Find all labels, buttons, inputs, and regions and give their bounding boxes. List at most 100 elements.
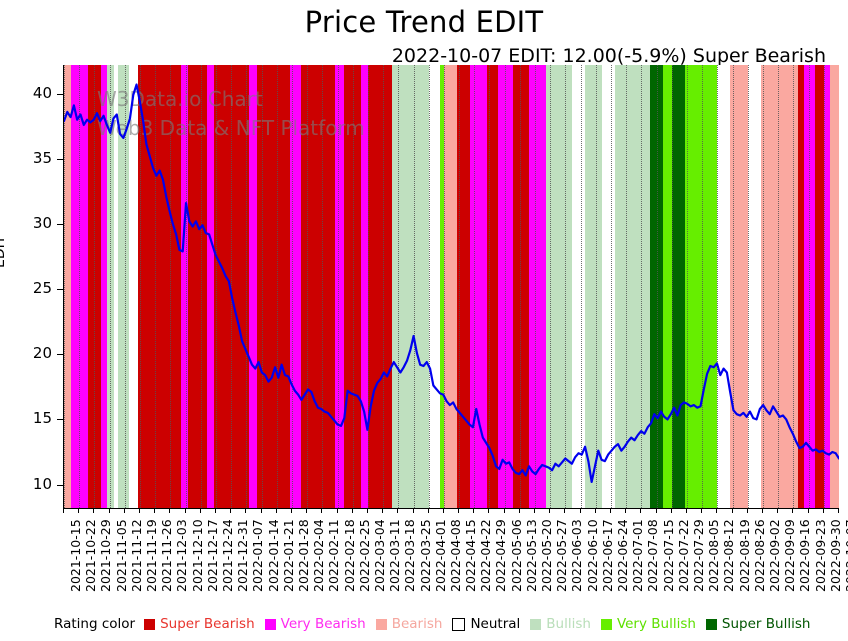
gridline — [763, 65, 765, 508]
x-tick-label: 2022-06-03 — [569, 519, 585, 592]
x-tick-label: 2022-02-18 — [341, 519, 357, 592]
x-tick-label: 2022-09-23 — [812, 519, 828, 592]
x-tick-mark — [290, 508, 292, 513]
rating-band — [181, 65, 188, 508]
x-tick-mark — [412, 508, 414, 513]
rating-band — [361, 65, 368, 508]
rating-band — [684, 65, 718, 508]
legend-item[interactable]: Bullish — [530, 616, 591, 632]
y-tick-mark — [57, 158, 63, 160]
x-tick-label: 2022-02-04 — [311, 519, 327, 592]
x-tick-label: 2021-10-15 — [68, 519, 83, 592]
legend-label: Very Bearish — [280, 616, 366, 632]
x-tick-mark — [762, 508, 764, 513]
x-tick-mark — [123, 508, 125, 513]
x-tick-label: 2022-03-18 — [402, 519, 418, 592]
legend-item[interactable]: Neutral — [452, 616, 520, 632]
x-tick-label: 2022-09-09 — [782, 519, 798, 592]
rating-band — [289, 65, 301, 508]
legend-item[interactable]: Very Bullish — [600, 616, 696, 632]
gridline — [717, 65, 719, 508]
x-tick-label: 2022-01-28 — [295, 519, 311, 592]
price-polyline — [64, 85, 839, 482]
gridline — [383, 65, 385, 508]
gridline — [550, 65, 552, 508]
rating-band — [487, 65, 499, 508]
y-axis-label: EDIT — [0, 235, 8, 268]
x-axis: 2021-10-15 2021-10-22 2021-10-29 2021-11-05… — [63, 508, 848, 608]
rating-band — [571, 65, 585, 508]
x-tick-label: 2022-08-26 — [751, 519, 767, 592]
legend-item[interactable]: Bearish — [375, 616, 443, 632]
legend-item[interactable]: Super Bearish — [144, 616, 255, 632]
rating-band — [730, 65, 748, 508]
page-title: Price Trend EDIT — [304, 5, 544, 39]
x-tick-label: 2022-09-02 — [767, 519, 783, 592]
rating-band — [439, 65, 444, 508]
x-tick-mark — [716, 508, 718, 513]
x-tick-mark — [169, 508, 171, 513]
x-tick-mark — [655, 508, 657, 513]
x-tick-label: 2022-03-04 — [371, 519, 387, 592]
gridline — [443, 65, 445, 508]
y-tick-label: 25 — [32, 279, 52, 298]
legend-item[interactable]: Very Bearish — [264, 616, 366, 632]
x-tick-label: 2022-05-13 — [523, 519, 539, 592]
x-tick-label: 2021-11-26 — [159, 519, 175, 592]
rating-band — [823, 65, 831, 508]
x-tick-mark — [138, 508, 140, 513]
x-tick-mark — [63, 508, 64, 513]
gridline — [580, 65, 582, 508]
x-tick-label: 2021-12-17 — [204, 519, 220, 592]
x-tick-label: 2022-05-20 — [539, 519, 555, 592]
x-tick-label: 2022-06-10 — [584, 519, 600, 592]
gridline — [413, 65, 415, 508]
x-tick-mark — [245, 508, 247, 513]
gridline — [489, 65, 491, 508]
x-tick-label: 2022-05-27 — [554, 519, 570, 592]
legend-label: Bearish — [391, 616, 443, 632]
rating-band — [650, 65, 664, 508]
gridline — [793, 65, 795, 508]
rating-band — [663, 65, 672, 508]
x-tick-label: 2021-12-03 — [174, 519, 190, 592]
gridline — [185, 65, 187, 508]
gridline — [732, 65, 734, 508]
x-tick-label: 2022-03-11 — [387, 519, 403, 592]
x-tick-label: 2022-07-01 — [630, 519, 646, 592]
rating-band — [747, 65, 761, 508]
rating-band — [528, 65, 546, 508]
gridline — [155, 65, 157, 508]
x-tick-label: 2022-07-15 — [660, 519, 676, 592]
x-tick-label: 2022-09-30 — [827, 519, 843, 592]
rating-band — [100, 65, 108, 508]
x-tick-label: 2021-10-29 — [98, 519, 114, 592]
rating-band — [456, 65, 470, 508]
x-tick-label: 2022-10-07 — [843, 519, 848, 592]
gridline — [656, 65, 658, 508]
x-tick-mark — [838, 508, 839, 513]
x-tick-mark — [503, 508, 505, 513]
x-tick-mark — [108, 508, 110, 513]
gridline — [398, 65, 400, 508]
x-tick-label: 2022-07-22 — [675, 519, 691, 592]
rating-band — [391, 65, 429, 508]
rating-band — [602, 65, 616, 508]
gridline — [687, 65, 689, 508]
legend-swatch — [264, 618, 276, 630]
legend: Rating color Super Bearish Very Bearish Be… — [54, 614, 820, 634]
legend-swatch — [375, 618, 387, 630]
x-tick-mark — [230, 508, 232, 513]
gridline — [291, 65, 293, 508]
y-tick-label: 15 — [32, 409, 52, 428]
rating-band — [129, 65, 138, 508]
x-tick-label: 2022-07-29 — [691, 519, 707, 592]
legend-label: Neutral — [470, 616, 521, 632]
legend-item[interactable]: Super Bullish — [705, 616, 810, 632]
rating-band — [107, 65, 114, 508]
y-tick-mark — [57, 484, 63, 486]
x-tick-mark — [154, 508, 156, 513]
x-tick-mark — [777, 508, 779, 513]
gridline — [474, 65, 476, 508]
